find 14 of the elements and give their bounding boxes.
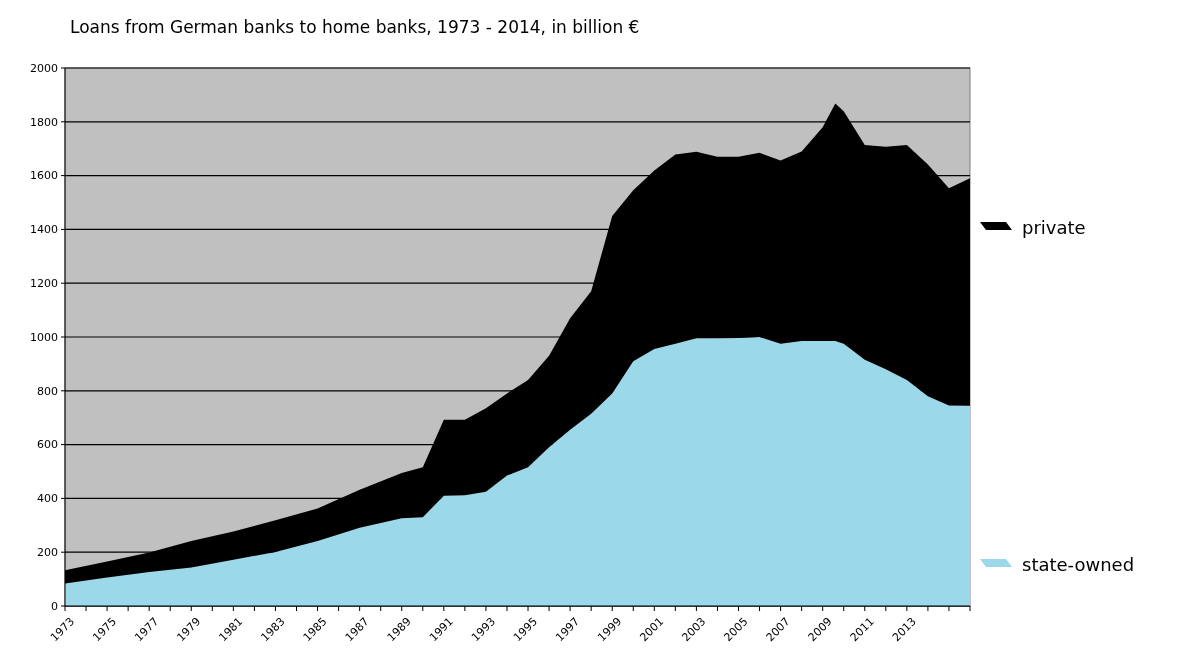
chart-title: Loans from German banks to home banks, 1973 - 2014, in billion €: [70, 17, 640, 37]
y-tick-label: 2000: [30, 61, 58, 75]
y-tick-label: 1400: [30, 223, 58, 237]
legend-label: state-owned: [1022, 554, 1135, 576]
legend-label: private: [1022, 217, 1086, 239]
y-tick-label: 1000: [30, 330, 58, 344]
y-tick-label: 200: [37, 546, 58, 560]
y-tick-label: 1600: [30, 169, 58, 183]
y-tick-label: 1200: [30, 277, 58, 291]
y-tick-label: 1800: [30, 115, 58, 129]
y-tick-label: 800: [37, 384, 58, 398]
y-tick-label: 600: [37, 438, 58, 452]
y-tick-label: 400: [37, 492, 58, 506]
y-tick-label: 0: [51, 599, 58, 613]
